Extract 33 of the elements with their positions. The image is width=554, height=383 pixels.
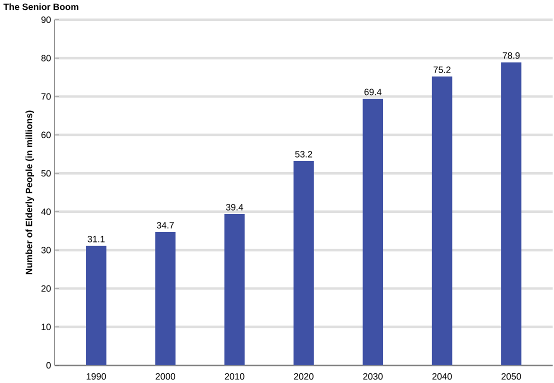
data-label: 78.9	[502, 52, 520, 59]
y-tick-label: 0	[46, 362, 51, 369]
data-label: 34.7	[156, 222, 174, 228]
y-tick-label: 10	[42, 324, 51, 330]
y-tick-label: 70	[41, 93, 51, 100]
x-tick-label: 2010	[224, 373, 244, 380]
y-tick-label: 90	[41, 16, 51, 23]
x-tick-label: 2000	[156, 373, 176, 380]
bar	[432, 76, 452, 366]
chart-title: The Senior Boom	[3, 3, 78, 10]
bar	[362, 98, 384, 366]
y-axis-title: Number of Elderly People (in millions)	[26, 110, 34, 274]
y-tick-label: 30	[41, 246, 51, 254]
y-tick-label: 20	[41, 285, 51, 292]
bar	[224, 214, 245, 366]
data-label: 75.2	[434, 66, 450, 73]
data-label: 69.4	[364, 88, 382, 96]
x-tick-label: 2030	[363, 373, 383, 380]
x-tick-label: 2040	[432, 373, 452, 380]
data-label: 53.2	[295, 150, 312, 158]
bar	[155, 232, 176, 366]
x-tick-label: 2020	[294, 373, 314, 380]
y-tick-label: 80	[41, 54, 51, 62]
bar	[501, 62, 522, 366]
y-tick-label: 40	[41, 208, 51, 215]
y-tick-label: 60	[41, 132, 51, 138]
data-label: 39.4	[226, 204, 244, 210]
data-label: 31.1	[88, 236, 105, 242]
x-tick-label: 1990	[86, 373, 106, 380]
bar	[294, 161, 314, 366]
bar	[86, 246, 106, 366]
y-tick-label: 50	[41, 170, 51, 177]
x-tick-label: 2050	[502, 373, 522, 380]
